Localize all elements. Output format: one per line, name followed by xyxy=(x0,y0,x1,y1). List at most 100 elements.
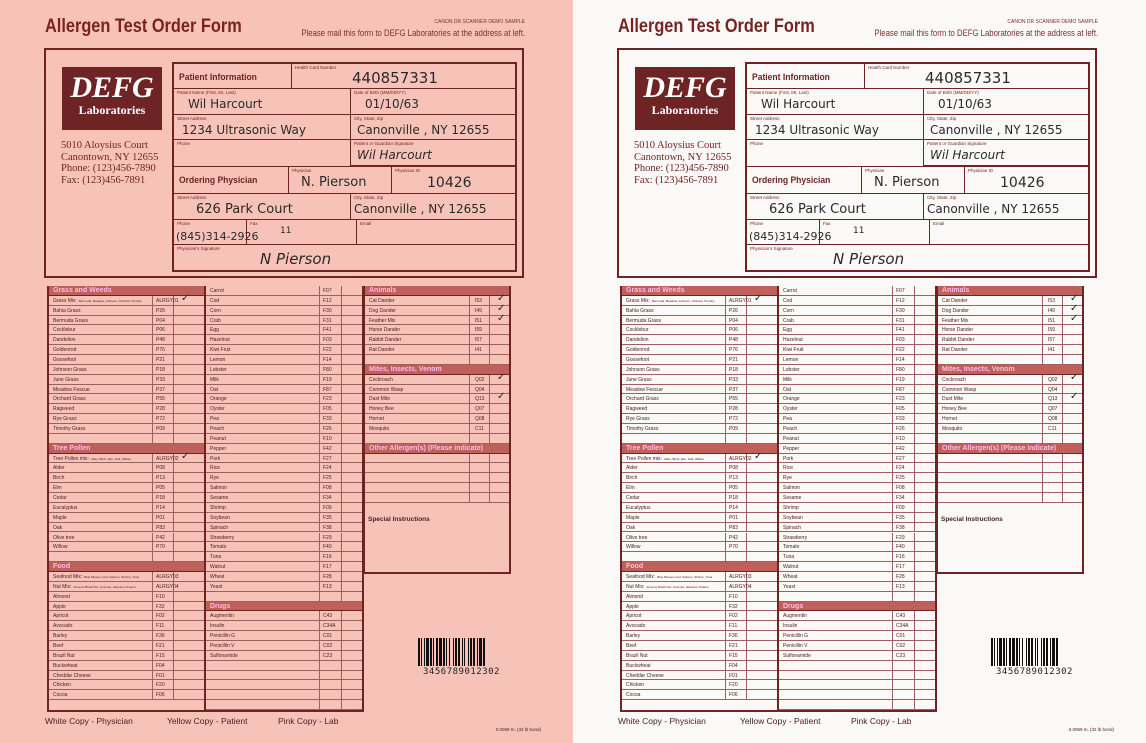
physician-name-value[interactable]: N. Pierson xyxy=(301,175,367,190)
allergen-row[interactable]: Willow P70 xyxy=(49,542,204,553)
allergen-row[interactable]: Crab F31 xyxy=(206,315,362,326)
physician-signature[interactable]: N Pierson xyxy=(260,250,332,268)
allergen-row[interactable]: Cod F12 xyxy=(779,295,935,306)
allergen-row[interactable]: Hazelnut F03 xyxy=(779,335,935,346)
allergen-row[interactable]: Hazelnut F03 xyxy=(206,335,362,346)
allergen-row[interactable]: Milk F19 xyxy=(779,374,935,385)
allergen-row[interactable]: Spinach F38 xyxy=(206,522,362,533)
allergen-row[interactable]: Corn F30 xyxy=(779,305,935,316)
health-card-value[interactable]: 440857331 xyxy=(925,69,1011,87)
allergen-row[interactable]: Penicillin V C02 xyxy=(779,640,935,651)
allergen-row[interactable]: Johnson Grass P18 xyxy=(622,364,777,375)
patient-city-value[interactable]: Canonville , NY 12655 xyxy=(357,123,490,137)
patient-name-value[interactable]: Wil Harcourt xyxy=(188,97,263,111)
allergen-row[interactable]: Crab F31 xyxy=(779,315,935,326)
allergen-row[interactable]: Alder P08 xyxy=(622,463,777,474)
allergen-row[interactable]: Lemon F14 xyxy=(779,355,935,365)
allergen-row[interactable]: Spinach F38 xyxy=(779,522,935,533)
allergen-row[interactable]: Sesame F34 xyxy=(206,493,362,503)
allergen-row[interactable]: Birch P13 xyxy=(622,473,777,484)
allergen-row[interactable]: Honey Bee Q07 xyxy=(365,404,509,415)
allergen-row[interactable]: Bermuda Grass P04 xyxy=(49,315,204,326)
allergen-row[interactable]: Insulin C34A xyxy=(779,621,935,632)
allergen-row[interactable]: Goosefoot P21 xyxy=(49,355,204,365)
allergen-row[interactable]: Peanut F10 xyxy=(779,433,935,444)
allergen-row[interactable]: Grass Mix: Bermuda, Meadow, Johnson, Orch… xyxy=(49,292,204,306)
allergen-row[interactable]: Pepper F42 xyxy=(206,443,362,454)
allergen-row[interactable]: Almond F10 xyxy=(622,591,777,602)
allergen-row[interactable]: Pork F27 xyxy=(206,453,362,464)
allergen-row[interactable]: Beef F21 xyxy=(622,640,777,651)
allergen-row[interactable]: Hornet Q08 xyxy=(365,414,509,425)
allergen-row[interactable]: Tomato F40 xyxy=(206,542,362,553)
allergen-row[interactable]: Buckwheat F04 xyxy=(622,660,777,671)
allergen-row[interactable]: Dandelion P48 xyxy=(49,335,204,346)
allergen-row[interactable]: Olive tree P42 xyxy=(49,532,204,543)
allergen-row[interactable]: Rye Grass P72 xyxy=(49,414,204,425)
allergen-row[interactable]: June Grass P33 xyxy=(49,374,204,385)
dob-value[interactable]: 01/10/63 xyxy=(938,97,992,111)
allergen-row[interactable]: Beef F21 xyxy=(49,640,204,651)
patient-name-value[interactable]: Wil Harcourt xyxy=(761,97,836,111)
allergen-row[interactable]: Nut Mix: Almond, Brazil Nut, Coconut, Haz… xyxy=(49,581,204,592)
allergen-row[interactable]: Wheat F28 xyxy=(206,571,362,582)
allergen-row[interactable]: Brazil Nut F15 xyxy=(622,650,777,661)
allergen-row[interactable]: Ragweed P28 xyxy=(622,404,777,415)
allergen-row[interactable]: Rice F24 xyxy=(779,463,935,474)
physician-fax-value[interactable]: 11 xyxy=(280,226,292,236)
allergen-row[interactable]: Salmon F08 xyxy=(206,483,362,494)
checkbox[interactable]: ✓ xyxy=(497,292,506,304)
checkbox[interactable]: ✓ xyxy=(181,292,190,304)
physician-id-value[interactable]: 10426 xyxy=(1000,175,1045,191)
allergen-row[interactable]: Bermuda Grass P04 xyxy=(622,315,777,326)
allergen-row[interactable]: Birch P13 xyxy=(49,473,204,484)
allergen-row[interactable]: Orange F23 xyxy=(779,394,935,405)
physician-street-value[interactable]: 626 Park Court xyxy=(196,202,293,217)
allergen-row[interactable]: Common Wasp Q04 xyxy=(938,384,1082,395)
special-instructions-input[interactable] xyxy=(363,514,511,570)
allergen-row[interactable]: Mosquito C11 xyxy=(938,424,1082,434)
allergen-row[interactable]: Cedar P18 xyxy=(49,493,204,503)
allergen-row[interactable]: Shrimp F09 xyxy=(779,502,935,513)
physician-phone-value[interactable]: (845)314-2926 xyxy=(176,230,259,243)
physician-street-value[interactable]: 626 Park Court xyxy=(769,202,866,217)
allergen-row[interactable]: Goosefoot P21 xyxy=(622,355,777,365)
allergen-row[interactable]: Dust Mite Q13 ✓ xyxy=(365,391,509,405)
allergen-row[interactable]: Augmentin C43 xyxy=(206,611,362,622)
allergen-row[interactable]: Buckwheat F04 xyxy=(49,660,204,671)
allergen-row[interactable]: Horse Dander I59 xyxy=(365,325,509,336)
allergen-row[interactable]: Egg F41 xyxy=(779,325,935,336)
allergen-row[interactable]: June Grass P33 xyxy=(622,374,777,385)
patient-street-value[interactable]: 1234 Ultrasonic Way xyxy=(755,123,879,137)
checkbox[interactable]: ✓ xyxy=(1070,391,1079,403)
allergen-row[interactable]: Grass Mix: Bermuda, Meadow, Johnson, Orch… xyxy=(622,293,777,306)
allergen-row[interactable]: Cod F12 xyxy=(206,295,362,306)
allergen-row[interactable]: Seafood Mix: Blue Mussel, Cod, Salmon, Sh… xyxy=(49,571,204,582)
allergen-row[interactable]: Sulfonamide C23 xyxy=(206,650,362,661)
allergen-row[interactable]: Seafood Mix: Blue Mussel, Cod, Salmon, Sh… xyxy=(622,571,777,582)
physician-id-value[interactable]: 10426 xyxy=(427,175,472,191)
allergen-row[interactable]: Feather Mix I51 ✓ xyxy=(938,313,1082,326)
allergen-row[interactable]: Johnson Grass P18 xyxy=(49,364,204,375)
allergen-row[interactable]: Meadow Fescue P37 xyxy=(49,384,204,395)
allergen-row[interactable]: Oak P83 xyxy=(622,522,777,533)
physician-phone-value[interactable]: (845)314-2926 xyxy=(749,230,832,243)
patient-street-value[interactable]: 1234 Ultrasonic Way xyxy=(182,123,306,137)
checkbox[interactable]: ✓ xyxy=(181,450,190,462)
allergen-row[interactable]: Rabbit Dander I57 xyxy=(365,335,509,346)
allergen-row[interactable]: Peach F26 xyxy=(779,424,935,434)
allergen-row[interactable]: Kiwi Fruit F22 xyxy=(779,345,935,356)
allergen-row[interactable]: Orchard Grass P55 xyxy=(622,394,777,405)
allergen-row[interactable]: Oyster F05 xyxy=(206,404,362,415)
checkbox[interactable]: ✓ xyxy=(1070,371,1079,383)
allergen-row[interactable]: Timothy Grass P09 xyxy=(622,424,777,434)
allergen-row[interactable]: Milk F19 xyxy=(206,374,362,385)
allergen-row[interactable]: Rice F24 xyxy=(206,463,362,474)
allergen-row[interactable]: Pepper F42 xyxy=(779,443,935,454)
allergen-row[interactable]: Penicillin G C01 xyxy=(779,631,935,641)
allergen-row[interactable]: Sulfonamide C23 xyxy=(779,650,935,661)
physician-name-value[interactable]: N. Pierson xyxy=(874,175,940,190)
allergen-row[interactable]: Corn F30 xyxy=(206,305,362,316)
allergen-row[interactable]: Rabbit Dander I57 xyxy=(938,335,1082,346)
allergen-row[interactable]: Avocado F11 xyxy=(622,621,777,632)
